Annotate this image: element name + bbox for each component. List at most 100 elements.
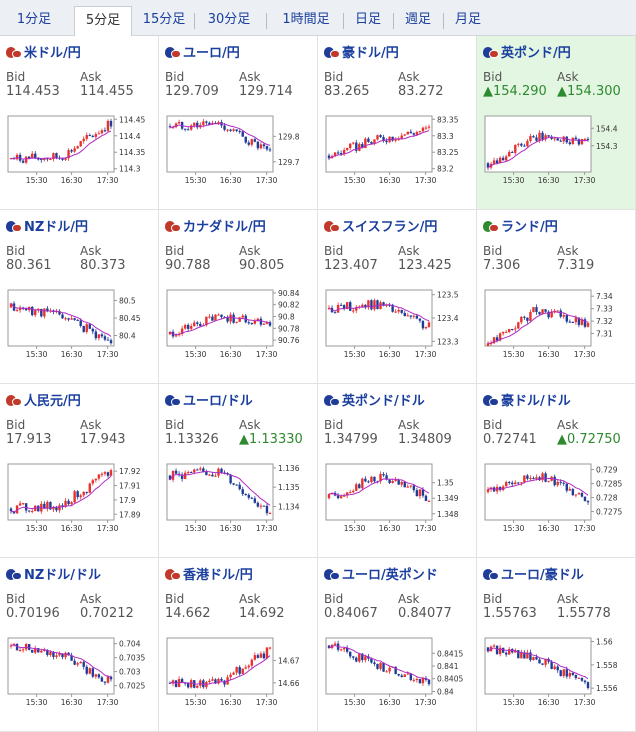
candle-body <box>79 141 82 147</box>
candle-body <box>73 491 76 503</box>
mini-chart[interactable]: 0.704 0.7035 0.703 0.7025 15:30 16:30 17:30 <box>6 630 156 708</box>
tab-5[interactable]: 日足 <box>354 12 381 27</box>
tab-6[interactable]: 週足 <box>404 12 431 27</box>
bid-value: 1.13326 <box>165 432 219 447</box>
pair-title-link[interactable]: 香港ドル/円 <box>165 564 253 583</box>
candle-body <box>523 145 526 147</box>
pair-card[interactable]: 米ドル/円 Bid Ask 114.453 114.455 114.45 114.4 114.… <box>0 36 159 210</box>
pair-title-link[interactable]: 英ポンド/ドル <box>324 390 425 409</box>
mini-chart[interactable]: 0.8415 0.841 0.8405 0.84 15:30 16:30 17:30 <box>324 630 474 708</box>
pair-card[interactable]: スイスフラン/円 Bid Ask 123.407 123.425 123.5 123.4 12… <box>318 210 477 384</box>
tab-4[interactable]: 1時間足 <box>282 12 330 27</box>
y-tick-label: 80.45 <box>119 314 141 323</box>
pair-card[interactable]: 豪ドル/ドル Bid Ask 0.72741 ▲0.72750 0.729 0.7285 0.… <box>477 384 636 558</box>
pair-card[interactable]: ユーロ/英ポンド Bid Ask 0.84067 0.84077 0.8415 0.841 0… <box>318 558 477 732</box>
pair-title-link[interactable]: 英ポンド/円 <box>483 42 571 61</box>
candle-body <box>349 302 352 311</box>
candle-body <box>100 334 104 337</box>
candle-body <box>504 156 508 161</box>
pair-title-link[interactable]: 豪ドル/円 <box>324 42 399 61</box>
pair-card[interactable]: 英ポンド/円 Bid Ask ▲154.290 ▲154.300 154.4 154.3 15… <box>477 36 636 210</box>
candle-body <box>523 475 526 483</box>
pair-title-link[interactable]: カナダドル/円 <box>165 216 266 235</box>
candle-body <box>427 679 431 685</box>
mini-chart[interactable]: 154.4 154.3 15:30 16:30 17:30 <box>483 108 633 186</box>
candle-body <box>342 648 346 650</box>
tab-3[interactable]: 30分足 <box>207 12 251 27</box>
candle-body <box>88 483 91 493</box>
mini-chart[interactable]: 123.5 123.4 123.3 15:30 16:30 17:30 <box>324 282 474 360</box>
candle-body <box>94 331 98 339</box>
pair-title-link[interactable]: ランド/円 <box>483 216 558 235</box>
pair-card[interactable]: NZドル/円 Bid Ask 80.361 80.373 80.5 80.45 80.4 15:… <box>0 210 159 384</box>
pair-card[interactable]: NZドル/ドル Bid Ask 0.70196 0.70212 0.704 0.7035 0.… <box>0 558 159 732</box>
mini-chart[interactable]: 129.8 129.7 15:30 16:30 17:30 <box>165 108 315 186</box>
candle-body <box>415 315 419 319</box>
x-tick-label: 17:30 <box>97 698 119 707</box>
pair-card[interactable]: 人民元/円 Bid Ask 17.913 17.943 17.92 17.91 17.9 17.… <box>0 384 159 558</box>
mini-chart[interactable]: 14.67 14.66 15:30 16:30 17:30 <box>165 630 315 708</box>
pair-card[interactable]: 英ポンド/ドル Bid Ask 1.34799 1.34809 1.35 1.349 1.34… <box>318 384 477 558</box>
y-tick-label: 80.4 <box>119 332 136 341</box>
candle-body <box>24 503 28 511</box>
candle-body <box>517 482 520 484</box>
candle-body <box>571 321 575 323</box>
candle-body <box>106 676 110 683</box>
pair-title-link[interactable]: 豪ドル/ドル <box>483 390 571 409</box>
pair-title-link[interactable]: ユーロ/豪ドル <box>483 564 584 583</box>
tab-7[interactable]: 月足 <box>454 12 481 27</box>
candle-body <box>342 495 346 497</box>
pair-title-link[interactable]: 米ドル/円 <box>6 42 81 61</box>
mini-chart[interactable]: 90.84 90.82 90.8 90.78 90.76 15:30 16:30 17:30 <box>165 282 315 360</box>
tab-1[interactable]: 5分足 <box>74 6 132 37</box>
pair-title-link[interactable]: スイスフラン/円 <box>324 216 437 235</box>
candle-body <box>358 653 361 662</box>
pair-title-link[interactable]: ユーロ/英ポンド <box>324 564 438 583</box>
candle-body <box>24 309 28 311</box>
tab-2[interactable]: 15分足 <box>142 12 186 27</box>
candle-body <box>586 682 590 689</box>
mini-chart[interactable]: 7.34 7.33 7.32 7.31 15:30 16:30 17:30 <box>483 282 633 360</box>
candle-body <box>556 481 559 486</box>
mini-chart[interactable]: 114.45 114.4 114.35 114.3 15:30 16:30 17:30 <box>6 108 156 186</box>
candle-body <box>577 139 581 145</box>
candle-body <box>489 343 493 345</box>
candle-body <box>186 129 190 131</box>
candle-body <box>70 655 73 661</box>
pair-title-link[interactable]: ユーロ/ドル <box>165 390 253 409</box>
pair-card[interactable]: ユーロ/豪ドル Bid Ask 1.55763 1.55778 1.56 1.558 1.55… <box>477 558 636 732</box>
mini-chart[interactable]: 1.35 1.349 1.348 15:30 16:30 17:30 <box>324 456 474 534</box>
pair-title-link[interactable]: NZドル/ドル <box>6 564 101 583</box>
pair-card[interactable]: ユーロ/円 Bid Ask 129.709 129.714 129.8 129.7 15:30… <box>159 36 318 210</box>
candle-body <box>202 121 205 125</box>
ask-value: 0.84077 <box>398 606 452 621</box>
mini-chart[interactable]: 1.56 1.558 1.556 15:30 16:30 17:30 <box>483 630 633 708</box>
pair-card[interactable]: 香港ドル/円 Bid Ask 14.662 14.692 14.67 14.66 15:30 1… <box>159 558 318 732</box>
mini-chart[interactable]: 1.136 1.135 1.134 15:30 16:30 17:30 <box>165 456 315 534</box>
candle-body <box>97 674 101 678</box>
pair-title-link[interactable]: 人民元/円 <box>6 390 81 409</box>
y-tick-label: 1.558 <box>596 661 618 670</box>
plot-area <box>7 637 115 695</box>
candle-body <box>40 158 43 161</box>
candle-body <box>18 307 22 311</box>
pair-title-link[interactable]: NZドル/円 <box>6 216 88 235</box>
plot-area <box>7 463 115 521</box>
mini-chart[interactable]: 80.5 80.45 80.4 15:30 16:30 17:30 <box>6 282 156 360</box>
mini-chart[interactable]: 17.92 17.91 17.9 17.89 15:30 16:30 17:30 <box>6 456 156 534</box>
candle-body <box>61 314 64 319</box>
x-tick-label: 16:30 <box>61 524 83 533</box>
pair-card[interactable]: 豪ドル/円 Bid Ask 83.265 83.272 83.35 83.3 83.25 83.… <box>318 36 477 210</box>
pair-title-link[interactable]: ユーロ/円 <box>165 42 240 61</box>
mini-chart[interactable]: 0.729 0.7285 0.728 0.7275 15:30 16:30 17:30 <box>483 456 633 534</box>
candle-body <box>535 307 538 313</box>
moving-average-line <box>170 122 271 146</box>
mini-chart[interactable]: 83.35 83.3 83.25 83.2 15:30 16:30 17:30 <box>324 108 474 186</box>
pair-card[interactable]: ランド/円 Bid Ask 7.306 7.319 7.34 7.33 7.32 7.31 15:… <box>477 210 636 384</box>
tab-0[interactable]: 1分足 <box>16 12 52 27</box>
pair-card[interactable]: ユーロ/ドル Bid Ask 1.13326 ▲1.13330 1.136 1.135 1.1… <box>159 384 318 558</box>
pair-card[interactable]: カナダドル/円 Bid Ask 90.788 90.805 90.84 90.82 90.8 9… <box>159 210 318 384</box>
y-tick-label: 114.45 <box>119 115 145 124</box>
candle-body <box>400 675 403 678</box>
candle-body <box>9 158 13 160</box>
